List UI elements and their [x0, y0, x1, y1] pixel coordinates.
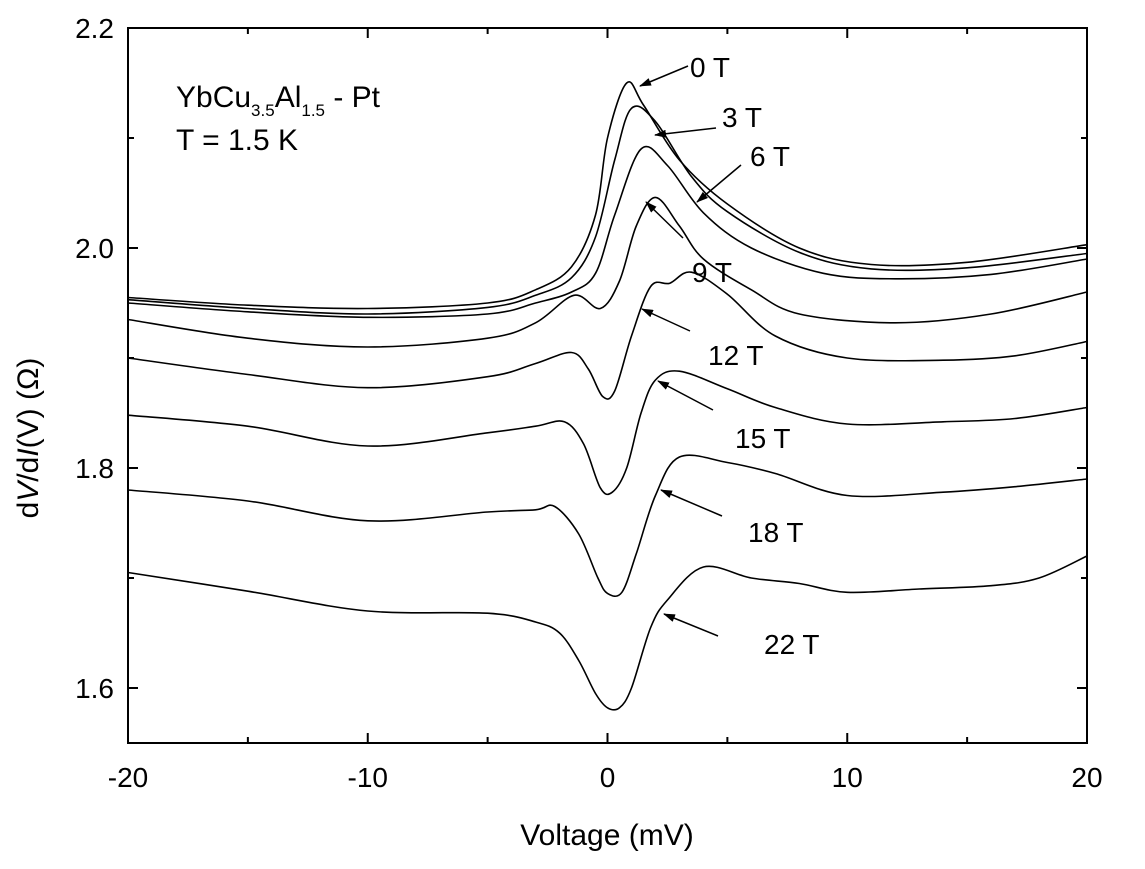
- curve-6t: [127, 145, 1088, 319]
- axis-ticks: [127, 27, 1088, 743]
- curve-22t: [127, 555, 1088, 711]
- series-arrow: [654, 127, 717, 138]
- series-arrow: [660, 489, 723, 517]
- y-axis-label: dV/dI(V) (Ω): [12, 358, 45, 519]
- curve-3t: [127, 105, 1088, 315]
- curve-18t: [127, 454, 1088, 598]
- series-label: 3 T: [722, 102, 762, 133]
- x-tick-label: 20: [1071, 762, 1102, 793]
- data-curves: [127, 81, 1088, 711]
- series-label: 15 T: [735, 423, 791, 454]
- series-arrow: [645, 201, 684, 239]
- series-label: 0 T: [690, 52, 730, 83]
- series-arrow: [639, 65, 689, 87]
- temperature-annotation: T = 1.5 K: [176, 124, 298, 157]
- curve-9t: [127, 196, 1088, 348]
- curve-15t: [127, 370, 1088, 496]
- y-tick-label: 2.2: [75, 13, 114, 44]
- sample-annotation: YbCu3.5Al1.5 - Pt: [176, 81, 381, 120]
- series-label: 6 T: [750, 141, 790, 172]
- y-tick-label: 1.8: [75, 453, 114, 484]
- series-arrow: [657, 380, 714, 411]
- series-label: 9 T: [692, 257, 732, 288]
- series-arrow: [696, 164, 742, 203]
- series-label: 12 T: [708, 340, 764, 371]
- y-tick-label: 2.0: [75, 233, 114, 264]
- x-tick-label: -20: [108, 762, 148, 793]
- series-label: 22 T: [764, 629, 820, 660]
- x-tick-label: 10: [832, 762, 863, 793]
- x-tick-label: -10: [348, 762, 388, 793]
- series-labels: 0 T 3 T 6 T 9 T 12 T 15 T 18 T 22 T: [639, 52, 820, 660]
- x-axis-label: Voltage (mV): [520, 819, 693, 852]
- curve-12t: [127, 271, 1088, 400]
- axis-tick-labels: -20 -10 0 10 20 1.6 1.8 2.0 2.2: [75, 13, 1103, 793]
- curve-0t: [127, 81, 1088, 310]
- series-arrow: [663, 613, 719, 637]
- y-tick-label: 1.6: [75, 673, 114, 704]
- x-tick-label: 0: [600, 762, 616, 793]
- series-arrow: [641, 308, 691, 332]
- series-label: 18 T: [748, 517, 804, 548]
